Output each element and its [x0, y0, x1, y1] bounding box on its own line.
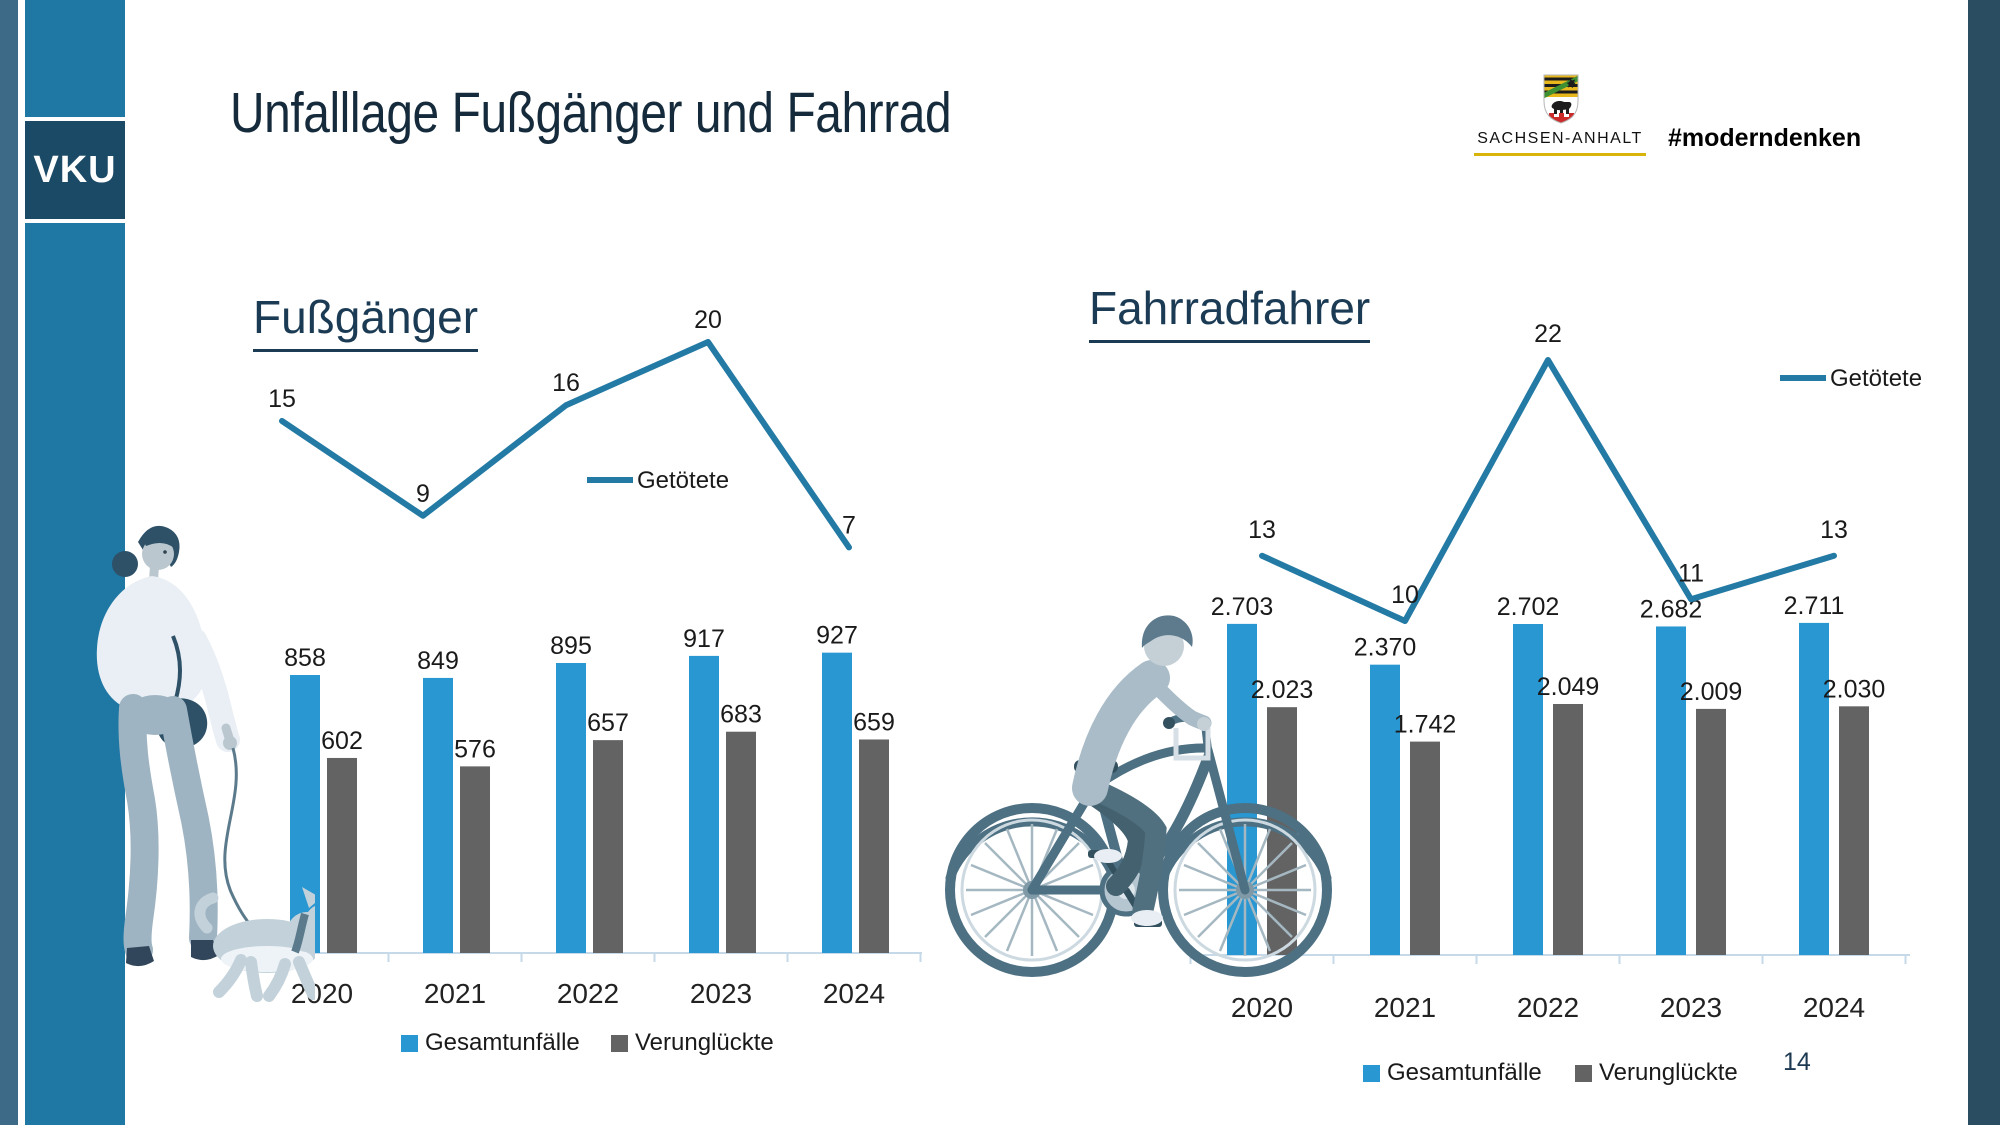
bar-value-label: 576	[454, 735, 496, 763]
moderndenken-hashtag: #moderndenken	[1668, 124, 1862, 152]
bar-verunglueckte-2021	[1410, 741, 1440, 955]
bar-verunglueckte-2021	[460, 766, 490, 953]
bar-gesamtunfaelle-2021	[1370, 664, 1400, 955]
legend-label-verunglueckte: Verunglückte	[1599, 1059, 1738, 1086]
bar-gesamtunfaelle-2023	[689, 655, 719, 953]
bar-value-label: 602	[321, 727, 363, 755]
legend-label-gesamtunfaelle: Gesamtunfälle	[425, 1029, 580, 1056]
bar-verunglueckte-2022	[1553, 703, 1583, 955]
bar-value-label: 683	[720, 701, 762, 729]
bar-verunglueckte-2022	[593, 740, 623, 953]
line-value-label: 13	[1248, 516, 1276, 544]
line-getoetete	[279, 339, 852, 551]
coat-of-arms-icon	[1543, 74, 1579, 124]
left-accent-strip	[0, 0, 18, 1125]
line-value-label: 15	[268, 385, 296, 413]
bar-value-label: 2.711	[1784, 592, 1845, 620]
bar-verunglueckte-2023	[726, 731, 756, 953]
bar-gesamtunfaelle-2023	[1656, 626, 1686, 955]
year-label-2024: 2024	[1803, 992, 1865, 1023]
handlebar-frame	[1173, 728, 1211, 761]
bar-gesamtunfaelle-2024	[822, 652, 852, 953]
year-label-2022: 2022	[1517, 992, 1579, 1023]
region-name: SACHSEN-ANHALT	[1474, 130, 1646, 156]
bar-verunglueckte-2024	[859, 739, 889, 953]
chart-title-cyclists: Fahrradfahrer	[1089, 281, 1371, 343]
legend-swatch-verunglueckte	[1575, 1065, 1592, 1082]
helmet	[1141, 615, 1193, 648]
bar-value-label: 2.703	[1211, 593, 1274, 621]
year-label-2024: 2024	[823, 978, 885, 1009]
legend-swatch-gesamtunfaelle	[1363, 1065, 1380, 1082]
page-number: 14	[1783, 1048, 1811, 1076]
line-value-label: 13	[1820, 516, 1848, 544]
bar-verunglueckte-2024	[1839, 706, 1869, 955]
year-label-2023: 2023	[690, 978, 752, 1009]
year-label-2020: 2020	[1231, 992, 1293, 1023]
line-value-label: 20	[694, 306, 722, 334]
coat-of-arms-fields	[1544, 75, 1578, 123]
line-value-label: 10	[1391, 581, 1419, 609]
bar-value-label: 2.023	[1251, 676, 1314, 704]
woman-figure	[96, 525, 253, 967]
year-label-2020: 2020	[291, 978, 353, 1009]
bar-value-label: 657	[587, 709, 629, 737]
vku-logo-label: VKU	[33, 148, 117, 191]
dog-harness	[291, 912, 309, 954]
line-legend-label: Getötete	[1830, 365, 1922, 392]
line-value-label: 11	[1678, 559, 1704, 587]
rider-figure	[1072, 615, 1212, 926]
chart-title-pedestrians: Fußgänger	[253, 290, 479, 352]
year-label-2023: 2023	[1660, 992, 1722, 1023]
bar-value-label: 2.030	[1823, 675, 1886, 703]
bar-value-label: 895	[550, 632, 592, 660]
pedestrian-illustration	[96, 525, 315, 1002]
legend-label-gesamtunfaelle: Gesamtunfälle	[1387, 1059, 1542, 1086]
year-label-2021: 2021	[424, 978, 486, 1009]
bar-gesamtunfaelle-2021	[423, 677, 453, 953]
line-value-label: 16	[552, 369, 580, 397]
dog-leash	[223, 747, 253, 927]
pedestrian-accidents-chart: 858 849 895 917 927 602 576 657 683 659 15 9 16 20 7 Ge…	[254, 306, 922, 1056]
bar-gesamtunfaelle-2022	[1513, 624, 1543, 955]
line-value-label: 22	[1534, 320, 1562, 348]
right-edge-bar	[1968, 0, 2000, 1125]
legend-swatch-verunglueckte	[611, 1035, 628, 1052]
line-value-label: 7	[842, 511, 856, 539]
bar-value-label: 858	[284, 644, 326, 672]
bar-verunglueckte-2020	[327, 757, 357, 953]
bar-value-label: 849	[417, 647, 459, 675]
vku-logo: VKU	[25, 117, 125, 223]
bar-gesamtunfaelle-2022	[556, 663, 586, 953]
year-label-2021: 2021	[1374, 992, 1436, 1023]
bar-value-label: 2.049	[1537, 673, 1600, 701]
page-title: Unfalllage Fußgänger und Fahrrad	[230, 81, 952, 145]
dog-figure	[194, 887, 315, 1002]
bar-value-label: 2.702	[1497, 593, 1560, 621]
legend-swatch-gesamtunfaelle	[401, 1035, 418, 1052]
line-value-label: 9	[416, 480, 430, 508]
legend-label-verunglueckte: Verunglückte	[635, 1029, 774, 1056]
bar-value-label: 917	[683, 625, 725, 653]
bar-value-label: 927	[816, 622, 858, 650]
bar-verunglueckte-2023	[1696, 708, 1726, 955]
line-legend-label: Getötete	[637, 467, 729, 494]
bar-value-label: 1.742	[1394, 711, 1457, 739]
bar-gesamtunfaelle-2020	[290, 675, 320, 953]
bar-value-label: 659	[853, 708, 895, 736]
bar-value-label: 2.009	[1680, 678, 1743, 706]
line-getoetete	[1259, 357, 1837, 624]
bar-value-label: 2.370	[1354, 634, 1417, 662]
bar-gesamtunfaelle-2024	[1799, 622, 1829, 955]
year-label-2022: 2022	[557, 978, 619, 1009]
cyclist-illustration	[945, 615, 1332, 977]
